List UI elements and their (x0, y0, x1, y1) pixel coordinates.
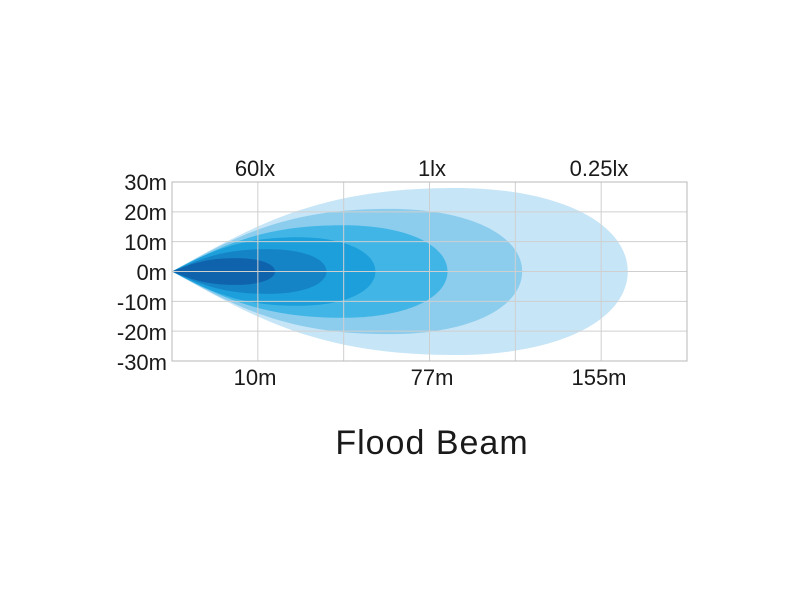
chart-title: Flood Beam (335, 424, 528, 462)
y-tick-minus-30: -30m (117, 350, 167, 375)
lux-labels: 60lx 1lx 0.25lx (235, 156, 629, 181)
distance-label-10m: 10m (234, 365, 277, 390)
y-tick-30: 30m (124, 170, 167, 195)
y-tick-10: 10m (124, 230, 167, 255)
distance-labels: 10m 77m 155m (234, 365, 627, 390)
y-axis-ticks: 30m 20m 10m 0m -10m -20m -30m (117, 170, 167, 375)
y-tick-20: 20m (124, 200, 167, 225)
plot-frame (171, 181, 688, 362)
y-tick-minus-10: -10m (117, 290, 167, 315)
y-tick-0: 0m (136, 260, 167, 285)
lux-label-0-25lx: 0.25lx (570, 156, 629, 181)
chart-grid (171, 181, 688, 362)
distance-label-77m: 77m (411, 365, 454, 390)
lux-label-1lx: 1lx (418, 156, 446, 181)
distance-label-155m: 155m (571, 365, 626, 390)
y-tick-minus-20: -20m (117, 320, 167, 345)
lux-label-60lx: 60lx (235, 156, 275, 181)
